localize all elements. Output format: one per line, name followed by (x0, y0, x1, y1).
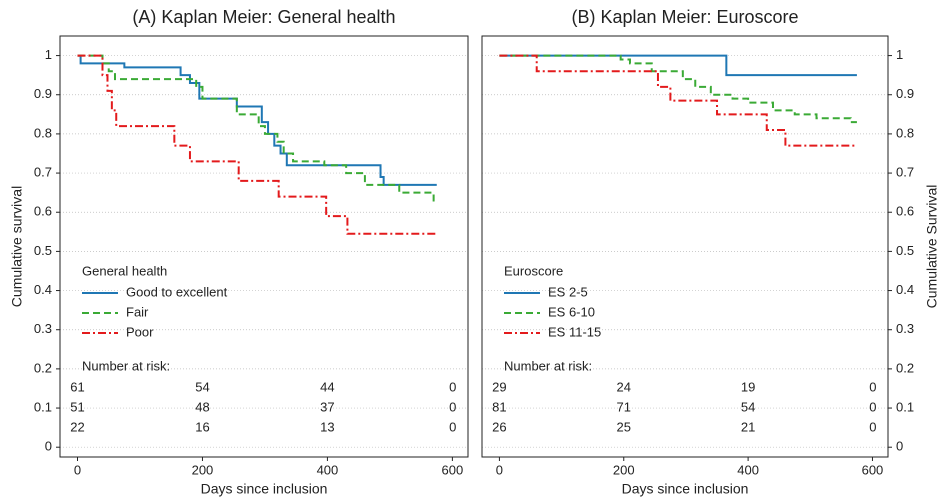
legend-label: ES 11-15 (548, 324, 601, 339)
legend-label: ES 6-10 (548, 304, 595, 319)
y-tick-label: 0.4 (896, 282, 914, 297)
y-tick-label: 0.1 (34, 399, 52, 414)
y-tick-label: 0.6 (896, 204, 914, 219)
survival-curve (77, 54, 437, 235)
risk-count: 19 (741, 379, 755, 394)
y-tick-label: 1 (896, 47, 903, 62)
risk-count: 0 (869, 379, 876, 394)
y-tick-label: 0.6 (34, 204, 52, 219)
x-axis-label: Days since inclusion (201, 481, 328, 497)
x-tick-label: 0 (496, 462, 503, 477)
plot-frame (59, 35, 469, 458)
y-tick-label: 0 (896, 439, 903, 454)
y-tick-label: 0.2 (896, 360, 914, 375)
panel-title: (B) Kaplan Meier: Euroscore (571, 7, 798, 27)
y-axis-label: Cumulative Survival (924, 185, 940, 309)
y-tick-label: 0.5 (34, 243, 52, 258)
risk-count: 48 (195, 399, 209, 414)
risk-count: 54 (741, 399, 755, 414)
y-tick-label: 0.2 (34, 360, 52, 375)
y-tick-label: 0.9 (896, 86, 914, 101)
x-tick-label: 400 (737, 462, 759, 477)
y-tick-label: 1 (45, 47, 52, 62)
legend-title: Euroscore (504, 263, 563, 278)
x-tick-label: 600 (442, 462, 464, 477)
legend-label: Good to excellent (126, 284, 228, 299)
risk-count: 26 (492, 419, 506, 434)
x-tick-label: 200 (613, 462, 635, 477)
risk-count: 0 (869, 399, 876, 414)
risk-count: 13 (320, 419, 334, 434)
y-tick-label: 0.3 (34, 321, 52, 336)
risk-count: 22 (70, 419, 84, 434)
y-tick-label: 0.1 (896, 399, 914, 414)
risk-count: 81 (492, 399, 506, 414)
survival-curve (77, 54, 437, 186)
y-tick-label: 0.8 (34, 125, 52, 140)
risk-count: 37 (320, 399, 334, 414)
x-axis-label: Days since inclusion (622, 481, 749, 497)
risk-count: 71 (617, 399, 631, 414)
x-tick-label: 600 (862, 462, 884, 477)
risk-count: 24 (617, 379, 631, 394)
risk-count: 25 (617, 419, 631, 434)
risk-count: 44 (320, 379, 334, 394)
y-tick-label: 0.5 (896, 243, 914, 258)
risk-count: 0 (449, 399, 456, 414)
plot-frame (481, 35, 889, 458)
y-tick-label: 0.4 (34, 282, 52, 297)
risk-table-title: Number at risk: (504, 358, 592, 373)
risk-table-title: Number at risk: (82, 358, 170, 373)
survival-curve (77, 54, 437, 202)
y-axis-label: Cumulative survival (9, 186, 25, 307)
legend-label: Poor (126, 324, 154, 339)
risk-count: 0 (449, 419, 456, 434)
y-tick-label: 0.8 (896, 125, 914, 140)
risk-count: 0 (449, 379, 456, 394)
survival-curve (499, 54, 857, 124)
y-tick-label: 0.7 (896, 165, 914, 180)
legend-title: General health (82, 263, 167, 278)
y-tick-label: 0 (45, 439, 52, 454)
risk-count: 29 (492, 379, 506, 394)
x-tick-label: 400 (317, 462, 339, 477)
x-tick-label: 200 (192, 462, 214, 477)
y-tick-label: 0.9 (34, 86, 52, 101)
legend-label: Fair (126, 304, 149, 319)
risk-count: 54 (195, 379, 209, 394)
y-tick-label: 0.7 (34, 165, 52, 180)
risk-count: 16 (195, 419, 209, 434)
survival-curve (499, 54, 857, 147)
risk-count: 21 (741, 419, 755, 434)
y-tick-label: 0.3 (896, 321, 914, 336)
risk-count: 0 (869, 419, 876, 434)
panel-title: (A) Kaplan Meier: General health (132, 7, 395, 27)
legend-label: ES 2-5 (548, 284, 588, 299)
x-tick-label: 0 (74, 462, 81, 477)
risk-count: 61 (70, 379, 84, 394)
risk-count: 51 (70, 399, 84, 414)
